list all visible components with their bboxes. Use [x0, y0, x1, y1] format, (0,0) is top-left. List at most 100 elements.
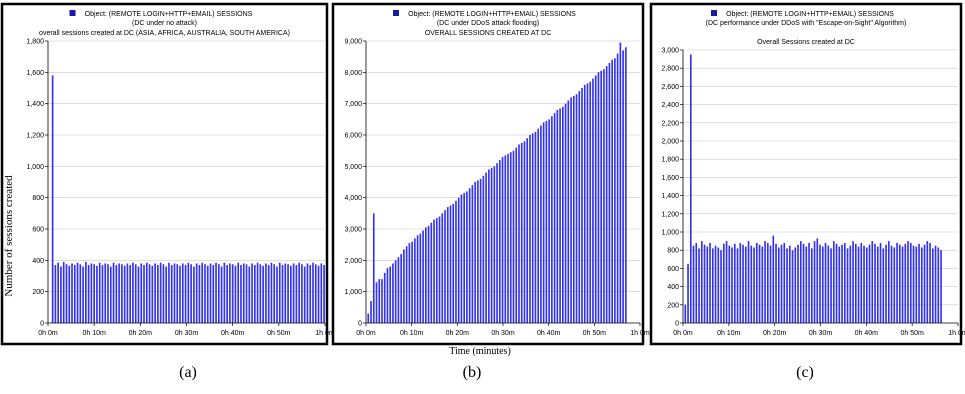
bar — [143, 265, 145, 323]
bar — [126, 263, 129, 323]
bar — [220, 266, 223, 323]
bar — [744, 246, 747, 323]
bar — [556, 109, 559, 323]
bar — [780, 244, 783, 323]
y-tick-label: 800 — [32, 195, 44, 202]
bar — [165, 266, 168, 323]
bar — [753, 247, 755, 323]
y-tick-label: 5,000 — [344, 164, 362, 171]
y-tick-label: 1,600 — [661, 175, 679, 182]
bar — [433, 219, 435, 323]
bar — [215, 262, 217, 323]
bar — [791, 250, 794, 323]
bar — [134, 264, 137, 323]
bar — [109, 266, 112, 323]
bar — [918, 243, 920, 323]
bar — [714, 245, 717, 323]
bar — [572, 95, 575, 323]
bar — [76, 262, 79, 323]
bar — [98, 262, 101, 323]
bar — [689, 54, 692, 324]
bar — [115, 265, 118, 323]
bar — [112, 262, 115, 323]
bar — [101, 265, 104, 323]
bar — [367, 313, 370, 323]
bar — [276, 266, 278, 323]
bar — [493, 166, 496, 323]
x-tick-label: 0h 40m — [855, 330, 879, 337]
bar — [237, 262, 240, 323]
bar — [912, 245, 915, 323]
bar — [548, 119, 550, 323]
caption-a: (a) — [179, 364, 197, 381]
bar — [54, 265, 57, 323]
bar — [85, 261, 87, 323]
bar — [619, 42, 622, 324]
bar — [452, 203, 455, 323]
bar — [444, 210, 446, 323]
x-tick-label: 0h 20m — [129, 330, 153, 337]
bar — [518, 144, 520, 323]
bar — [212, 265, 215, 323]
bar — [865, 247, 868, 323]
y-tick-label: 400 — [667, 284, 679, 291]
bar — [758, 244, 761, 323]
bar — [586, 83, 589, 323]
legend-swatch-2 — [711, 10, 717, 16]
bar — [597, 72, 600, 323]
bar — [446, 207, 449, 323]
bar — [849, 245, 852, 323]
bar — [788, 245, 791, 323]
bar — [698, 248, 700, 323]
y-tick-label: 400 — [32, 258, 44, 265]
bar — [419, 233, 422, 323]
bar — [60, 266, 62, 323]
bar — [455, 200, 457, 323]
bar — [104, 263, 107, 323]
bar — [204, 264, 206, 323]
bar — [709, 242, 711, 323]
bar — [154, 263, 156, 323]
chart-subtitle-2: (DC performance under DDoS with "Escape-… — [706, 20, 907, 27]
bar — [170, 265, 173, 323]
bar — [262, 265, 264, 323]
bar — [430, 222, 433, 323]
bar — [496, 163, 498, 323]
bar — [386, 268, 389, 323]
bar — [411, 241, 413, 323]
bar — [846, 248, 849, 323]
bar — [281, 265, 284, 323]
bar — [65, 264, 68, 323]
x-tick-label: 0h 40m — [221, 330, 245, 337]
bar — [240, 265, 242, 323]
bar — [739, 242, 742, 323]
bar — [529, 135, 531, 323]
bar — [920, 247, 923, 323]
bar — [876, 246, 879, 323]
bar — [553, 113, 556, 323]
bar — [733, 243, 736, 323]
bar — [137, 266, 140, 323]
chart-subtitle-0: (DC under no attack) — [132, 20, 197, 27]
y-axis-label: Number of sessions created — [3, 175, 15, 297]
y-tick-label: 2,600 — [661, 84, 679, 91]
bar — [457, 197, 460, 323]
bar — [614, 58, 616, 323]
chart-title-2: Overall Sessions created at DC — [757, 39, 855, 46]
x-axis-label: Time (minutes) — [449, 346, 511, 357]
bar — [317, 265, 320, 323]
bar — [427, 225, 430, 323]
bar — [295, 265, 298, 323]
legend-label-0: Object: (REMOTE LOGIN+HTTP+EMAIL) SESSIO… — [85, 11, 253, 18]
y-tick-label: 600 — [32, 227, 44, 234]
bar — [176, 264, 179, 323]
bar — [777, 247, 780, 323]
bar — [736, 248, 739, 323]
bar — [107, 264, 109, 323]
bar — [151, 265, 154, 323]
bar — [907, 241, 909, 323]
y-tick-label: 800 — [667, 248, 679, 255]
legend-swatch-1 — [393, 10, 399, 16]
bar — [190, 264, 192, 323]
bar — [370, 301, 372, 323]
